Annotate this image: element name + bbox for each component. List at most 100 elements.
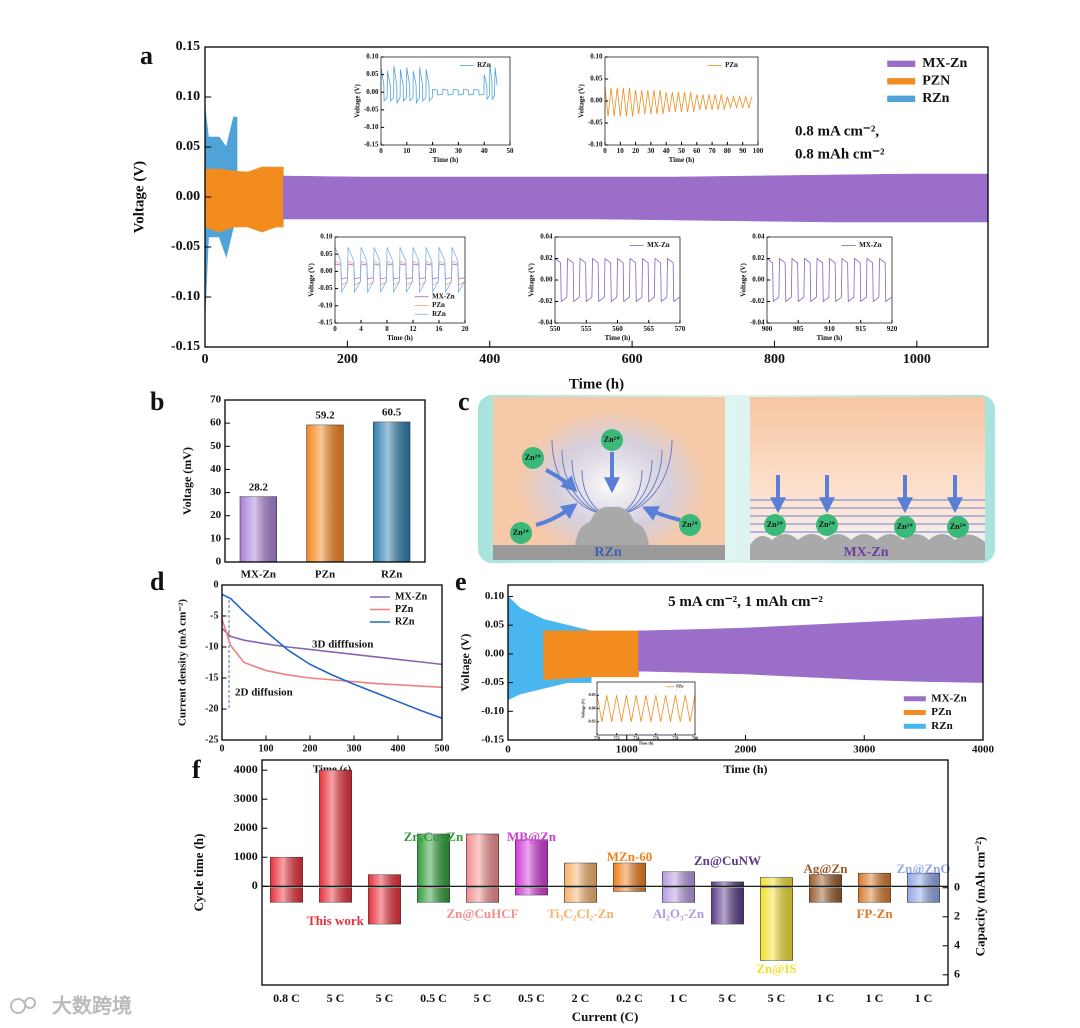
data-line [604,87,753,117]
ion-label: Zn²⁺ [513,528,529,537]
y-axis-label: Voltage (V) [131,161,147,233]
x-tick-label: 10 [403,147,411,155]
y-tick-label: -0.10 [588,141,603,149]
x-tick-label: 0.8 C [273,991,300,1005]
bar-shine [760,887,793,961]
bar-label: Zn@ZnO [896,861,950,876]
ion-label: Zn²⁺ [767,520,783,529]
x-tick-label: 910 [824,325,835,333]
x-tick-label: 1 C [817,991,835,1005]
x-tick-label: 16 [436,325,444,333]
inset-background [597,682,695,735]
panel-letter: a [140,41,153,70]
bar-shine [417,887,450,903]
bar-shine [466,834,499,887]
y-tick-label: -0.05 [588,119,603,127]
y-tick-label: -20 [205,703,218,714]
x-tick-label: 0 [333,325,337,333]
y-tick-label: 10 [210,532,222,544]
x-tick-label: 0.5 C [420,991,447,1005]
legend-label: RZn [395,616,415,627]
y-tick-label: -0.10 [364,123,379,131]
y-tick-label: 0.00 [590,97,603,105]
y-tick-label: -0.05 [171,239,200,254]
y-axis-label: Voltage (V) [528,262,536,296]
x-tick-label: 555 [581,325,592,333]
x-tick-label: 778 [672,736,678,741]
y2-tick-label: 4 [954,938,960,952]
y-tick-label: 0 [252,878,258,892]
y-tick-label: 20 [210,509,222,521]
y-tick-label: -0.10 [171,289,200,304]
x-tick-label: 570 [675,325,686,333]
y2-tick-label: 6 [954,967,960,981]
x-tick-label: 565 [644,325,655,333]
chart-title: 5 mA cm⁻², 1 mAh cm⁻² [668,594,823,610]
bar-shine [417,834,450,887]
bar-shine [613,887,646,892]
plot-frame [261,759,949,986]
x-tick-label: 8 [385,325,389,333]
y-tick-label: 3000 [234,791,258,805]
data-line [221,593,443,720]
right-label: MX-Zn [843,545,888,560]
legend-label: MX-Zn [931,692,966,704]
x-tick-label: 0 [220,743,225,754]
x-tick-label: 0 [505,743,511,755]
y-tick-label: 0.05 [176,139,201,154]
legend-label: RZn [931,720,952,732]
data-line [334,247,465,294]
voltage-band [283,173,989,223]
y-tick-label: 50 [210,440,222,452]
legend-label: MX-Zn [859,241,882,249]
x-tick-label: 5 C [474,991,492,1005]
legend-label: MX-Zn [432,292,455,300]
x-tick-label: 900 [762,325,773,333]
y-tick-label: 0.00 [320,267,333,275]
x-tick-label: 400 [479,352,500,367]
x-tick-label: 0 [603,147,607,155]
legend-label: RZn [922,91,949,106]
y-tick-label: 1000 [234,849,258,863]
x-tick-label: 80 [724,147,732,155]
bar-shine [858,887,891,903]
x-tick-label: 5 C [376,991,394,1005]
y-tick-label: 0.00 [366,88,379,96]
x-tick-label: 770 [594,736,600,741]
x-tick-label: 20 [632,147,640,155]
y-tick-label: -0.05 [318,284,333,292]
y-tick-label: 0.05 [485,619,505,631]
bar-shine [319,770,352,887]
y-tick-label: -0.10 [318,301,333,309]
x-tick-label: 50 [507,147,515,155]
bar-label: This work [307,913,364,928]
y-tick-label: 0.03 [589,692,596,697]
x-tick-label: 300 [347,743,362,754]
diagram: Zn²⁺ Zn²⁺ Zn²⁺ Zn²⁺ Zn²⁺ Zn²⁺ Zn²⁺ Zn²⁺ … [458,387,995,563]
voltage-band [204,166,284,233]
x-tick-label: 774 [633,736,639,741]
x-tick-label: 100 [753,147,764,155]
bar-label: Ag@Zn [804,861,849,876]
annotation: 0.8 mA cm⁻², [795,123,879,139]
legend-label: PZn [432,301,445,309]
legend-label: PZN [922,74,950,89]
x-tick-label: 0.2 C [616,991,643,1005]
y-tick-label: -0.02 [538,297,553,305]
x-axis-label: Time (h) [723,762,767,776]
x-tick-label: 2 C [572,991,590,1005]
value-label: 59.2 [315,410,335,422]
bar-shine [515,887,548,895]
panel-letter: b [150,387,164,416]
x-tick-label: 0 [202,352,209,367]
ion-label: Zn²⁺ [604,435,620,444]
x-tick-label: 0.5 C [518,991,545,1005]
x-tick-label: MX-Zn [241,569,276,581]
x-tick-label: 776 [653,736,659,741]
x-tick-label: 0 [379,147,383,155]
y-tick-label: -0.04 [750,319,765,327]
x-tick-label: PZn [315,569,335,581]
x-tick-label: 5 C [768,991,786,1005]
y-tick-label: 0.04 [752,233,765,241]
bar-shine [368,874,401,887]
